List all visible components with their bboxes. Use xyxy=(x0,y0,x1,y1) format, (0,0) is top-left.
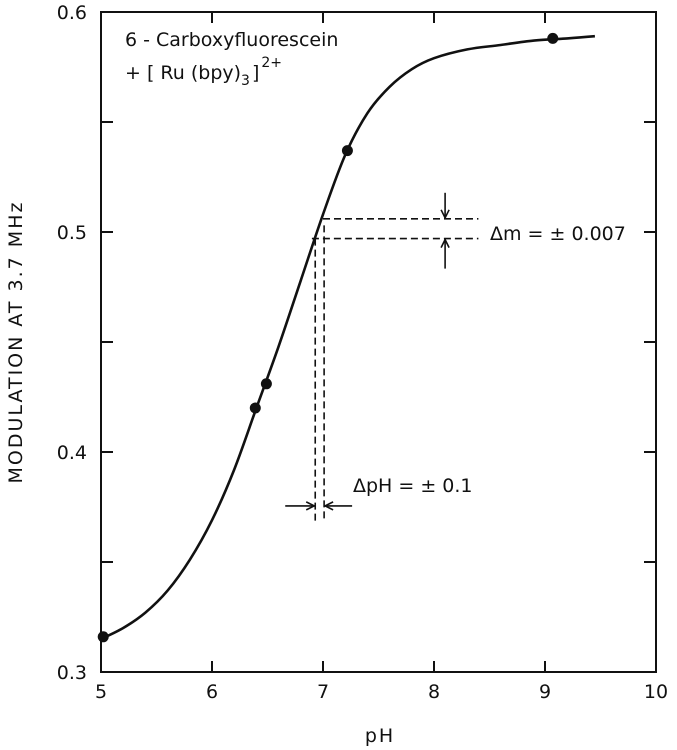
y-tick-label: 0.6 xyxy=(57,2,87,24)
legend-line-2-superscript: 2+ xyxy=(261,55,282,71)
data-point xyxy=(97,631,109,643)
annotations xyxy=(285,192,479,523)
x-tick-label: 5 xyxy=(95,681,107,703)
data-point xyxy=(341,145,353,157)
y-tick-label: 0.4 xyxy=(57,442,87,464)
delta-m-label: Δm = ± 0.007 xyxy=(490,223,626,245)
legend-line-1: 6 - Carboxyfluorescein xyxy=(125,29,338,51)
y-tick-label: 0.5 xyxy=(57,222,87,244)
delta-m-arrowhead-up xyxy=(440,237,450,248)
legend-line-2-subscript: 3 xyxy=(241,73,250,89)
curve-layer xyxy=(100,34,596,641)
delta-ph-arrowhead-left xyxy=(323,501,334,511)
delta-ph-label: ΔpH = ± 0.1 xyxy=(353,475,473,497)
legend-line-2-close: ] xyxy=(252,62,259,84)
data-point xyxy=(547,32,559,44)
axes: 5 6 7 8 9 10 0.3 0.4 0.5 0.6 xyxy=(57,2,668,703)
legend: 6 - Carboxyfluorescein + [ Ru (bpy)3] 2+ xyxy=(125,29,338,89)
x-tick-label: 7 xyxy=(317,681,329,703)
x-tick-label: 10 xyxy=(644,681,668,703)
legend-line-2: + [ Ru (bpy)3] 2+ xyxy=(125,55,282,89)
x-axis-title: pH xyxy=(365,725,395,747)
data-point xyxy=(260,378,272,390)
fit-curve xyxy=(100,34,596,641)
data-point xyxy=(249,402,261,414)
legend-line-2-main: + [ Ru (bpy) xyxy=(125,62,241,84)
data-points xyxy=(97,32,559,643)
x-tick-label: 9 xyxy=(539,681,551,703)
x-tick-label: 6 xyxy=(206,681,218,703)
y-axis-title: MODULATION AT 3.7 MHz xyxy=(5,201,27,484)
y-tick-label: 0.3 xyxy=(57,662,87,684)
x-tick-label: 8 xyxy=(428,681,440,703)
delta-m-arrowhead-down xyxy=(440,209,450,220)
plot-frame xyxy=(100,11,657,673)
delta-ph-arrowhead-right xyxy=(305,501,317,511)
